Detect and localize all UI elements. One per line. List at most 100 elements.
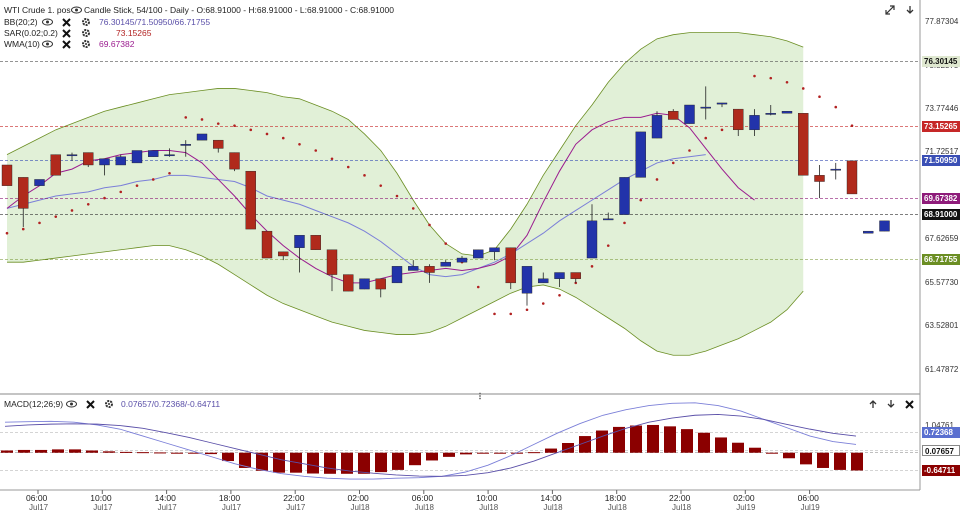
macd-panel-close-icon[interactable] (903, 398, 915, 410)
macd-histogram-bar (562, 443, 574, 453)
macd-histogram-bar (715, 437, 727, 453)
sar-dot (200, 118, 204, 121)
macd-histogram-bar (18, 449, 30, 453)
time-axis-label: 22:00 (669, 493, 691, 503)
chart-info: Candle Stick, 54/100 - Daily - O:68.9100… (84, 5, 394, 15)
candle-body (261, 230, 273, 259)
sar-dot (233, 124, 236, 127)
macd-histogram-bar (766, 452, 778, 454)
bb-close-icon[interactable] (60, 16, 72, 28)
candle-body (408, 266, 419, 271)
sar-dot (249, 128, 253, 132)
sar-dot (411, 207, 415, 210)
price-tag-last: 68.91000 (922, 208, 960, 220)
candle-body (148, 150, 159, 157)
move-down-icon[interactable] (885, 398, 897, 410)
sar-dot (298, 142, 301, 146)
macd-axis-label: 1.04761 (925, 421, 954, 430)
maximize-icon[interactable] (884, 4, 896, 16)
macd-histogram-bar (35, 449, 47, 453)
move-up-icon[interactable] (867, 398, 879, 410)
candle-body (489, 247, 500, 253)
sar-dot (834, 105, 838, 109)
macd-histogram-bar (358, 452, 370, 474)
macd-histogram-bar (137, 452, 149, 454)
bb-band-fill (7, 32, 804, 356)
macd-gear-icon[interactable] (103, 398, 115, 410)
sar-close-icon[interactable] (60, 27, 72, 39)
candle-body (765, 113, 776, 115)
candle-body (473, 249, 484, 259)
sar-dot (363, 174, 366, 177)
candle-body (83, 152, 94, 166)
candle-body (749, 115, 760, 131)
candle-body (326, 249, 338, 275)
sar-dot (655, 178, 659, 181)
price-tag-wma: 69.67382 (922, 193, 960, 205)
sar-dot (769, 76, 773, 80)
time-axis-label: 18:00 (218, 493, 241, 503)
macd-histogram-bar (392, 452, 404, 470)
price-axis-label: 71.72517 (925, 147, 959, 156)
sar-dot (639, 198, 643, 202)
candle-body (115, 156, 126, 166)
date-axis-label: Jul18 (672, 503, 692, 512)
price-tag-bb-upper: 76.30145 (922, 56, 960, 68)
macd-histogram-bar (222, 452, 234, 462)
macd-histogram-bar (103, 451, 115, 453)
indicator-sar-name: SAR(0.02;0.2) (4, 28, 58, 38)
sar-dot (509, 312, 513, 316)
sar-dot (704, 136, 708, 140)
macd-histogram-bar (698, 432, 710, 453)
candle-body (635, 131, 646, 178)
bb-upper-line (6, 32, 804, 257)
macd-line (4, 402, 857, 480)
visibility-eye-icon[interactable] (70, 4, 82, 16)
candle-body (278, 251, 289, 257)
date-axis-label: Jul18 (350, 503, 370, 512)
sar-dot (688, 149, 691, 152)
time-axis-label: 02:00 (733, 493, 755, 503)
date-axis-label: Jul17 (286, 503, 306, 512)
macd-histogram-bar (188, 452, 200, 454)
candle-body (586, 220, 598, 259)
candle-body (554, 272, 565, 279)
bb-gear-icon[interactable] (80, 16, 92, 28)
candle-body (50, 154, 61, 176)
arrow-down-icon[interactable] (904, 4, 916, 16)
macd-close-icon[interactable] (84, 398, 96, 410)
price-tag-bb-middle: 71.50950 (922, 155, 960, 167)
wma-eye-icon[interactable] (41, 38, 53, 50)
wma-gear-icon[interactable] (80, 38, 92, 50)
candle-body (716, 102, 728, 105)
price-tag-sar: 73.15265 (922, 121, 960, 133)
macd-histogram-bar (545, 448, 557, 453)
sar-dot (346, 165, 350, 169)
candle-body (521, 266, 533, 294)
macd-signal-line (4, 413, 857, 477)
bb-eye-icon[interactable] (41, 16, 53, 28)
sar-dot (428, 223, 431, 227)
macd-histogram-bar (834, 452, 846, 470)
price-axis-label: 61.47872 (925, 365, 959, 374)
macd-eye-icon[interactable] (65, 398, 77, 410)
sar-dot (151, 178, 155, 181)
candle-body (700, 106, 711, 109)
panel-resize-handle[interactable] (474, 392, 486, 400)
candle-body (343, 274, 354, 292)
macd-histogram-bar (307, 452, 319, 474)
candle-body (830, 168, 841, 171)
candle-body (668, 111, 679, 120)
sar-dot (330, 157, 334, 161)
candle-body (846, 160, 858, 195)
macd-histogram-bar (817, 452, 829, 468)
time-axis-label: 06:00 (797, 493, 819, 503)
macd-tag-hist: -0.64711 (922, 465, 960, 477)
macd-histogram-bar (630, 425, 642, 453)
wma-close-icon[interactable] (60, 38, 72, 50)
sar-gear-icon[interactable] (80, 27, 92, 39)
candle-body (538, 278, 549, 284)
macd-histogram-bar (579, 436, 591, 453)
macd-histogram-bar (494, 452, 506, 454)
